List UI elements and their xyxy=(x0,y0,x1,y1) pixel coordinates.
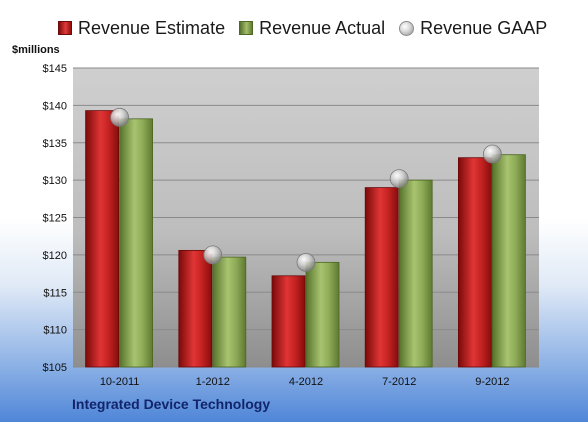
x-tick-label: 4-2012 xyxy=(289,376,323,388)
y-axis-unit-label: $millions xyxy=(12,44,60,56)
estimate-bar xyxy=(271,275,306,368)
legend-item-actual: Revenue Actual xyxy=(239,18,385,39)
x-tick-label: 10-2011 xyxy=(100,376,140,388)
company-name: Integrated Device Technology xyxy=(72,396,271,412)
gaap-marker xyxy=(389,169,409,189)
chart-legend: Revenue Estimate Revenue Actual Revenue … xyxy=(58,17,547,39)
legend-swatch-estimate xyxy=(58,21,72,35)
legend-swatch-gaap xyxy=(399,20,415,36)
legend-label-actual: Revenue Actual xyxy=(259,17,386,38)
legend-swatch-actual xyxy=(239,21,254,35)
y-tick-label: $115 xyxy=(43,287,67,299)
legend-item-gaap: Revenue GAAP xyxy=(399,18,547,39)
actual-bar xyxy=(491,154,526,368)
x-tick-label: 9-2012 xyxy=(475,376,509,388)
actual-bar xyxy=(212,256,247,368)
legend-label-gaap: Revenue GAAP xyxy=(420,17,548,38)
x-tick-label: 7-2012 xyxy=(382,376,416,388)
y-tick-label: $140 xyxy=(43,100,67,112)
y-tick-label: $135 xyxy=(43,138,67,150)
gaap-marker xyxy=(296,252,316,272)
estimate-bar xyxy=(457,157,492,368)
actual-bar xyxy=(305,261,340,368)
estimate-bar xyxy=(364,187,399,368)
gaap-marker xyxy=(482,144,502,164)
y-tick-label: $145 xyxy=(43,63,67,75)
actual-bar xyxy=(398,179,433,368)
y-tick-label: $130 xyxy=(43,175,67,187)
gaap-marker xyxy=(110,107,129,127)
gaap-marker xyxy=(203,245,223,265)
y-tick-label: $105 xyxy=(43,362,67,374)
y-tick-label: $110 xyxy=(43,325,67,337)
y-tick-label: $125 xyxy=(43,213,67,225)
legend-item-estimate: Revenue Estimate xyxy=(58,18,225,39)
y-tick-label: $120 xyxy=(43,250,67,262)
actual-bar xyxy=(119,118,153,368)
estimate-bar xyxy=(85,110,119,368)
estimate-bar xyxy=(178,249,213,368)
x-tick-label: 1-2012 xyxy=(196,376,230,388)
legend-label-estimate: Revenue Estimate xyxy=(78,17,226,38)
